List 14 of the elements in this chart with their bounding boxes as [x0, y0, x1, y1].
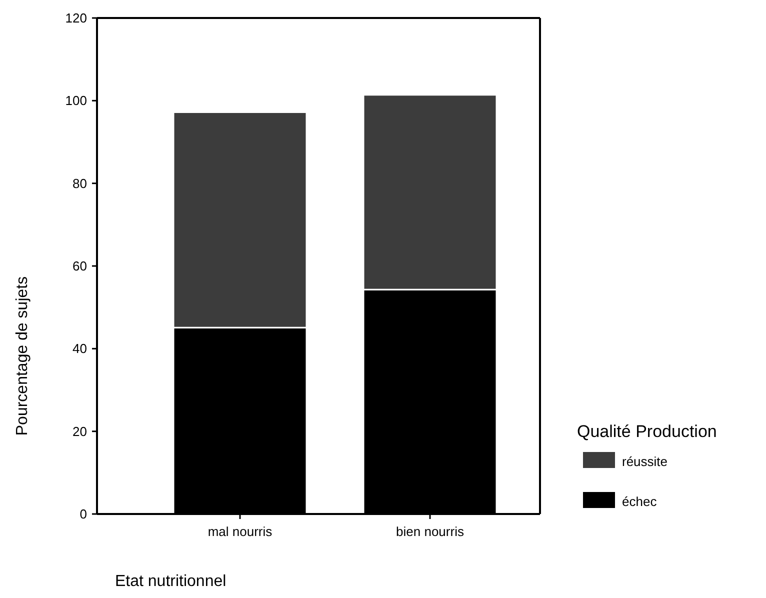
y-tick-label: 0 [80, 506, 87, 522]
legend-label: échec [622, 494, 658, 509]
y-tick-label: 100 [65, 93, 87, 108]
legend-title: Qualité Production [577, 422, 717, 441]
y-tick-label: 60 [72, 258, 87, 274]
x-axis-title: Etat nutritionnel [115, 573, 226, 590]
y-tick-label: 80 [72, 176, 87, 191]
legend-label: réussite [622, 454, 668, 469]
y-tick-label: 20 [72, 424, 87, 439]
x-tick-label: mal nourris [208, 524, 273, 539]
x-tick-label: bien nourris [396, 524, 464, 539]
y-tick-label: 120 [65, 10, 87, 26]
y-axis-title: Pourcentage de sujets [14, 276, 31, 436]
y-tick-label: 40 [72, 341, 87, 356]
